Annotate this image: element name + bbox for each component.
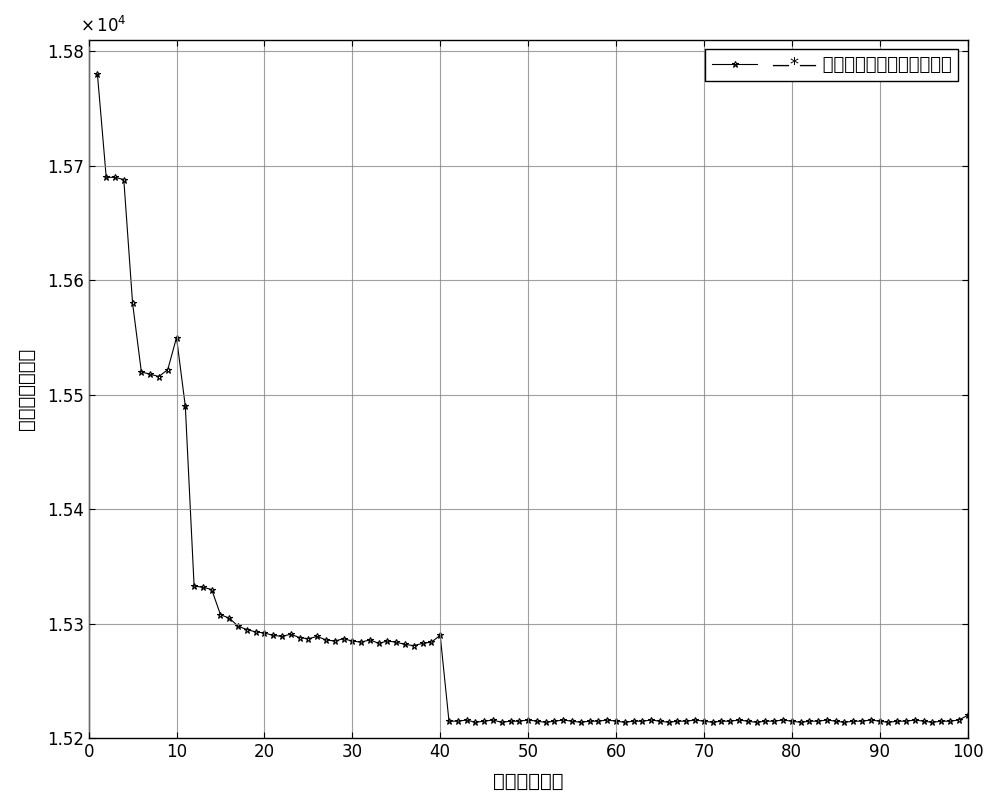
Y-axis label: 疏散路径总长度: 疏散路径总长度	[17, 348, 36, 430]
—*— 势能场蚁群算法疏散路径长	[258, 628, 270, 638]
—*— 势能场蚁群算法疏散路径长	[91, 69, 103, 79]
Legend: —*— 势能场蚁群算法疏散路径长: —*— 势能场蚁群算法疏散路径长	[705, 49, 958, 82]
X-axis label: 算法迭代次数: 算法迭代次数	[493, 772, 563, 791]
—*— 势能场蚁群算法疏散路径长	[900, 717, 912, 726]
Text: $\times\,10^4$: $\times\,10^4$	[80, 16, 126, 36]
—*— 势能场蚁群算法疏散路径长	[619, 718, 631, 727]
—*— 势能场蚁群算法疏散路径长	[926, 718, 938, 727]
—*— 势能场蚁群算法疏散路径长	[469, 718, 481, 727]
Line: —*— 势能场蚁群算法疏散路径长: —*— 势能场蚁群算法疏散路径长	[94, 71, 971, 726]
—*— 势能场蚁群算法疏散路径长	[962, 710, 974, 720]
—*— 势能场蚁群算法疏散路径长	[548, 717, 560, 726]
—*— 势能场蚁群算法疏散路径长	[294, 633, 306, 642]
